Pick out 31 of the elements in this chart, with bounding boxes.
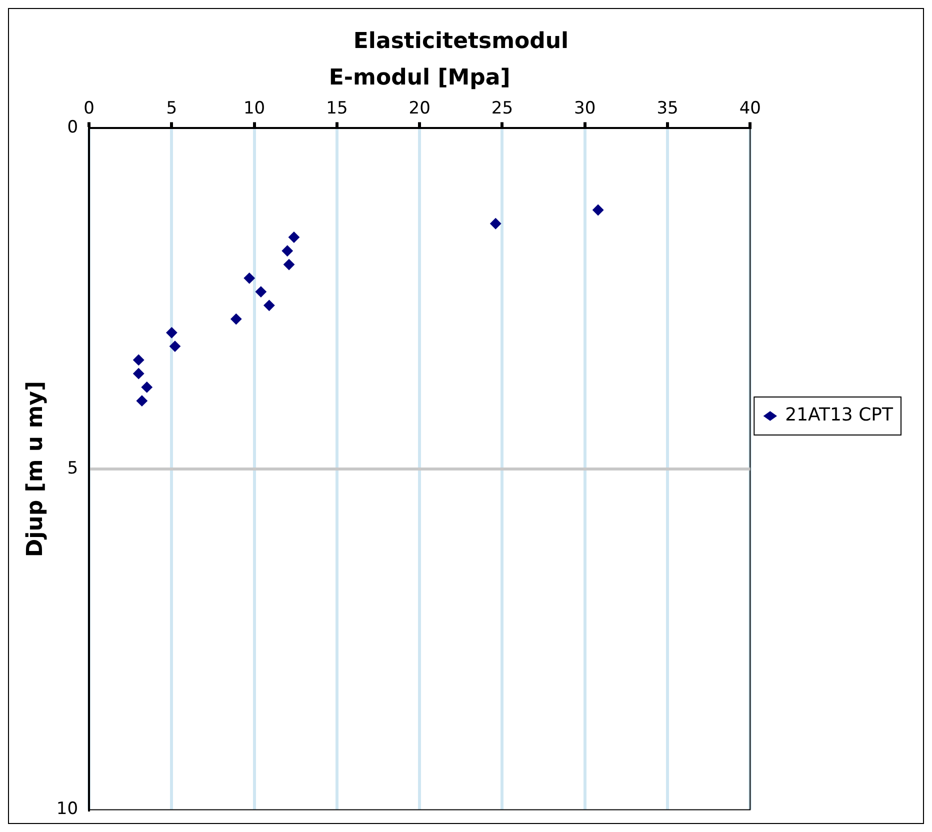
point xyxy=(169,340,180,352)
x-tick-label: 20 xyxy=(408,98,430,118)
x-tick-label: 40 xyxy=(739,98,761,118)
x-tick-label: 35 xyxy=(656,98,678,118)
point xyxy=(141,382,152,393)
x-tick-label: 25 xyxy=(491,98,514,118)
point xyxy=(133,354,144,366)
chart-title: Elasticitetsmodul xyxy=(353,28,569,54)
point xyxy=(490,218,502,230)
x-tick-label: 0 xyxy=(84,98,94,118)
y-tick-label: 5 xyxy=(67,458,78,478)
point xyxy=(255,286,266,298)
y-tick-label: 10 xyxy=(56,799,78,820)
point xyxy=(284,259,295,270)
legend-label: 21AT13 CPT xyxy=(785,404,894,426)
point xyxy=(288,232,300,243)
x-tick-label: 30 xyxy=(574,98,596,118)
point xyxy=(166,327,178,338)
y-axis-title: Djup [m u my] xyxy=(22,380,48,558)
x-tick-label: 5 xyxy=(166,98,178,118)
x-axis-title: E-modul [Mpa] xyxy=(328,65,510,90)
y-tick-label: 0 xyxy=(67,118,78,138)
point xyxy=(136,395,148,406)
point xyxy=(133,368,144,380)
point xyxy=(244,272,255,284)
point xyxy=(230,314,242,325)
point xyxy=(592,204,604,216)
x-tick-label: 10 xyxy=(243,98,266,118)
point xyxy=(282,245,293,256)
point xyxy=(264,300,275,311)
x-tick-label: 15 xyxy=(326,98,348,118)
